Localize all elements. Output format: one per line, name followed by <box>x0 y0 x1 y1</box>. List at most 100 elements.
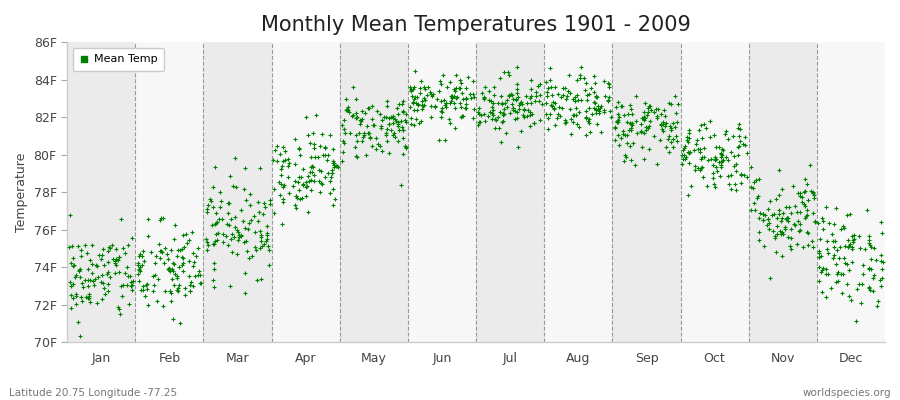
Point <box>862 233 877 239</box>
Point <box>815 264 830 271</box>
Point <box>604 114 618 120</box>
Point <box>567 112 581 118</box>
Point <box>373 143 387 150</box>
Point <box>292 145 306 151</box>
Point <box>786 183 800 189</box>
Point <box>710 168 724 174</box>
Point <box>312 167 327 174</box>
Point <box>826 255 841 261</box>
Point <box>402 104 417 110</box>
Point <box>459 101 473 107</box>
Point <box>391 123 405 129</box>
Point <box>399 116 413 123</box>
Point <box>302 178 316 184</box>
Point <box>704 156 718 162</box>
Point <box>326 186 340 192</box>
Point <box>611 119 625 125</box>
Point <box>432 88 446 94</box>
Point <box>314 179 328 186</box>
Point <box>689 141 704 148</box>
Point <box>610 119 625 125</box>
Point <box>676 146 690 153</box>
Point <box>212 189 227 195</box>
Point <box>539 111 554 117</box>
Point <box>827 220 842 227</box>
Point <box>688 167 703 173</box>
Point <box>182 273 196 279</box>
Point <box>484 98 499 104</box>
Point <box>580 92 594 98</box>
Point <box>780 214 795 221</box>
Point <box>250 199 265 206</box>
Point <box>624 121 638 127</box>
Point <box>64 260 78 266</box>
Point <box>718 153 733 160</box>
Point <box>573 97 588 103</box>
Point <box>833 270 848 277</box>
Point <box>486 112 500 119</box>
Point <box>277 148 292 154</box>
Point <box>508 96 523 103</box>
Text: Latitude 20.75 Longitude -77.25: Latitude 20.75 Longitude -77.25 <box>9 388 177 398</box>
Point <box>355 116 369 123</box>
Point <box>708 154 723 160</box>
Point <box>601 80 616 86</box>
Point <box>83 257 97 263</box>
Point <box>617 152 632 158</box>
Point <box>176 232 191 238</box>
Point <box>245 253 259 259</box>
Point <box>521 106 535 113</box>
Point <box>818 294 832 300</box>
Point <box>505 91 519 98</box>
Point <box>215 239 230 245</box>
Point <box>336 122 350 128</box>
Point <box>388 134 402 140</box>
Point <box>327 162 341 168</box>
Point <box>166 268 180 275</box>
Point <box>176 260 190 267</box>
Point <box>756 216 770 223</box>
Point <box>82 290 96 297</box>
Point <box>796 244 810 250</box>
Point <box>531 82 545 89</box>
Point <box>793 221 807 227</box>
Point <box>114 293 129 299</box>
Point <box>847 232 861 238</box>
Point <box>207 221 221 227</box>
Point <box>302 173 316 179</box>
Point <box>590 94 604 100</box>
Point <box>701 157 716 164</box>
Point <box>558 84 572 91</box>
Point <box>531 98 545 104</box>
Point <box>602 84 616 90</box>
Point <box>713 173 727 179</box>
Point <box>493 139 508 145</box>
Point <box>346 112 360 118</box>
Text: worldspecies.org: worldspecies.org <box>803 388 891 398</box>
Point <box>812 248 826 254</box>
Point <box>349 154 364 160</box>
Point <box>423 103 437 110</box>
Point <box>589 106 603 112</box>
Point <box>466 106 481 112</box>
Point <box>416 102 430 109</box>
Point <box>587 98 601 105</box>
Point <box>874 218 888 225</box>
Point <box>408 94 422 100</box>
Point <box>708 144 723 150</box>
Point <box>349 132 364 139</box>
Point <box>266 186 281 192</box>
Point <box>120 264 134 270</box>
Point <box>533 116 547 123</box>
Point <box>703 118 717 124</box>
Point <box>406 100 420 106</box>
Point <box>636 109 651 116</box>
Point <box>163 268 177 275</box>
Bar <box>203 42 272 342</box>
Point <box>94 252 109 258</box>
Point <box>558 120 572 126</box>
Point <box>326 158 340 165</box>
Point <box>826 238 841 244</box>
Point <box>545 99 560 106</box>
Point <box>845 259 859 266</box>
